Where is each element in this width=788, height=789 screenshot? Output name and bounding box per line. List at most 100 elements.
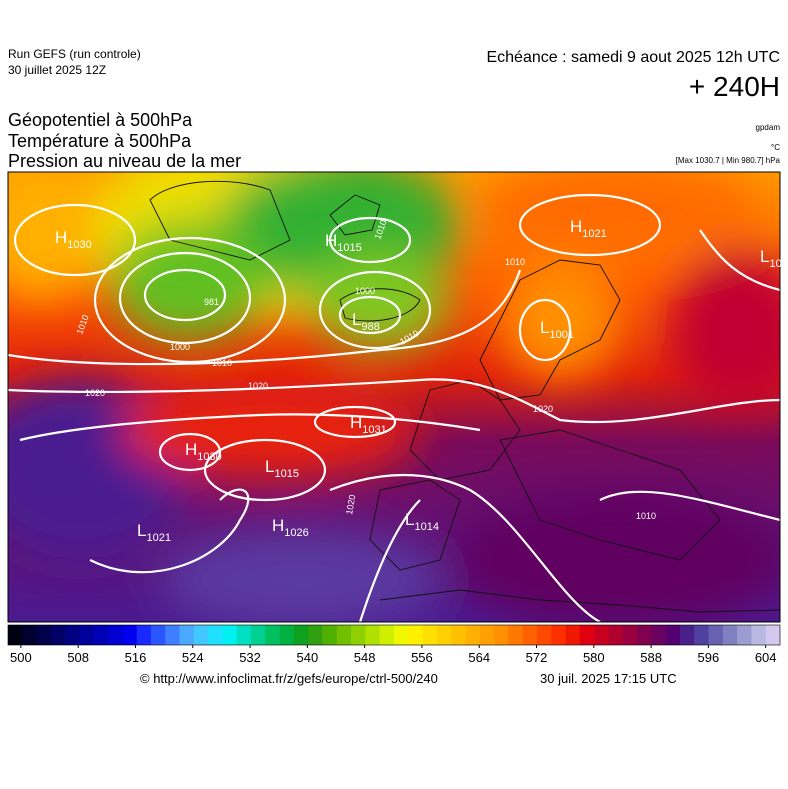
colorbar-swatch [351,625,366,645]
colorbar-swatch [22,625,37,645]
issued: 30 juil. 2025 17:15 UTC [540,671,677,686]
colorbar-swatch [193,625,209,645]
center-value: 1021 [146,532,170,544]
colorbar-swatch [165,625,180,645]
isobar-label: 981 [204,297,219,307]
colorbar-swatch [608,625,624,645]
colorbar-swatch [508,625,523,645]
colorbar-swatch [408,625,423,645]
colorbar-tick-label: 516 [125,650,147,665]
colorbar-tick-label: 564 [468,650,490,665]
unit: gpdam [756,123,781,132]
colorbar-tick-label: 588 [640,650,662,665]
colorbar-swatch [394,625,409,645]
colorbar-swatch [279,625,295,645]
pressure-center: L1014 [405,510,439,533]
colorbar-swatch [308,625,323,645]
colorbar-swatch [765,625,781,645]
center-letter: L [405,510,414,529]
colorbar-tick-label: 532 [239,650,261,665]
colorbar-swatch [536,625,552,645]
pressure-range: [Max 1030.7 | Min 980.7] hPa [676,156,781,165]
colorbar-swatch [737,625,752,645]
colorbar-swatch [679,625,695,645]
colorbar-swatch [93,625,109,645]
isobar-label: 1010 [636,511,656,521]
isobar-label: 1000 [355,286,375,296]
colorbar-swatch [293,625,309,645]
colorbar-tick-label: 524 [182,650,204,665]
pressure-center: H1015 [325,231,362,254]
center-letter: H [185,440,197,459]
colorbar-swatch [150,625,166,645]
center-letter: L [760,247,769,266]
isobar-label: 1010 [505,257,525,267]
colorbar-tick-label: 596 [698,650,720,665]
source: © http://www.infoclimat.fr/z/gefs/europe… [140,671,438,686]
map [8,172,780,622]
isobar-label: 1000 [170,342,190,352]
colorbar-frame [7,624,781,646]
colorbar-swatch [108,625,123,645]
map-frame [7,171,781,623]
pressure-center: H1030 [55,228,92,251]
run-date: 30 juillet 2025 12Z [8,63,106,77]
colorbar-swatch [208,625,223,645]
colorbar-swatch [436,625,452,645]
field: Géopotentiel à 500hPa [8,110,193,130]
pressure-center: H1031 [350,413,387,436]
colorbar-swatch [251,625,266,645]
colorbar-swatch [236,625,252,645]
center-letter: L [540,318,549,337]
colorbar-tick-label: 508 [67,650,89,665]
valid-time: Echéance : samedi 9 aout 2025 12h UTC [486,49,780,66]
center-letter: L [137,521,146,540]
pressure-center: L988 [352,310,380,333]
colorbar-swatch [722,625,738,645]
run: Run GEFS (run controle) [8,47,141,61]
colorbar-swatch [665,625,681,645]
isobar-label: 1020 [533,404,553,414]
colorbar-swatch [694,625,709,645]
colorbar-swatch [122,625,137,645]
colorbar-swatch [594,625,609,645]
center-value: 1001 [549,329,573,341]
colorbar-tick-label: 540 [296,650,318,665]
center-letter: H [570,217,582,236]
colorbar-swatch [479,625,495,645]
pressure-center: L1015 [265,457,299,480]
isobar-label: 1020 [344,494,357,515]
center-value: 1030 [197,451,221,463]
colorbar-swatch [451,625,466,645]
field: Température à 500hPa [8,131,192,151]
colorbar-tick-label: 572 [526,650,548,665]
colorbar-swatch [222,625,238,645]
colorbar-swatch [551,625,566,645]
colorbar-swatch [322,625,338,645]
colorbar-swatch [622,625,638,645]
colorbar-swatch [708,625,724,645]
center-value: 1021 [582,228,606,240]
colorbar-tick-label: 604 [755,650,777,665]
colorbar-swatch [336,625,352,645]
isobar-label: 1020 [85,388,105,398]
colorbar-swatch [522,625,538,645]
center-letter: H [55,228,67,247]
pressure-center: L1001 [540,318,574,341]
center-value: 1026 [284,527,308,539]
isobar-label: 1020 [248,381,268,391]
colorbar-swatch [637,625,652,645]
isobar-label: 1010 [212,358,232,368]
center-letter: H [325,231,337,250]
lead-time: + 240H [689,71,780,102]
pressure-center: H1021 [570,217,607,240]
colorbar-swatch [8,625,23,645]
colorbar-swatch [565,625,581,645]
colorbar-swatch [179,625,195,645]
field: Pression au niveau de la mer [8,151,241,171]
colorbar-swatch [422,625,438,645]
pressure-center: H1026 [272,516,309,539]
center-value: 988 [361,321,379,333]
colorbar-swatch [651,625,666,645]
